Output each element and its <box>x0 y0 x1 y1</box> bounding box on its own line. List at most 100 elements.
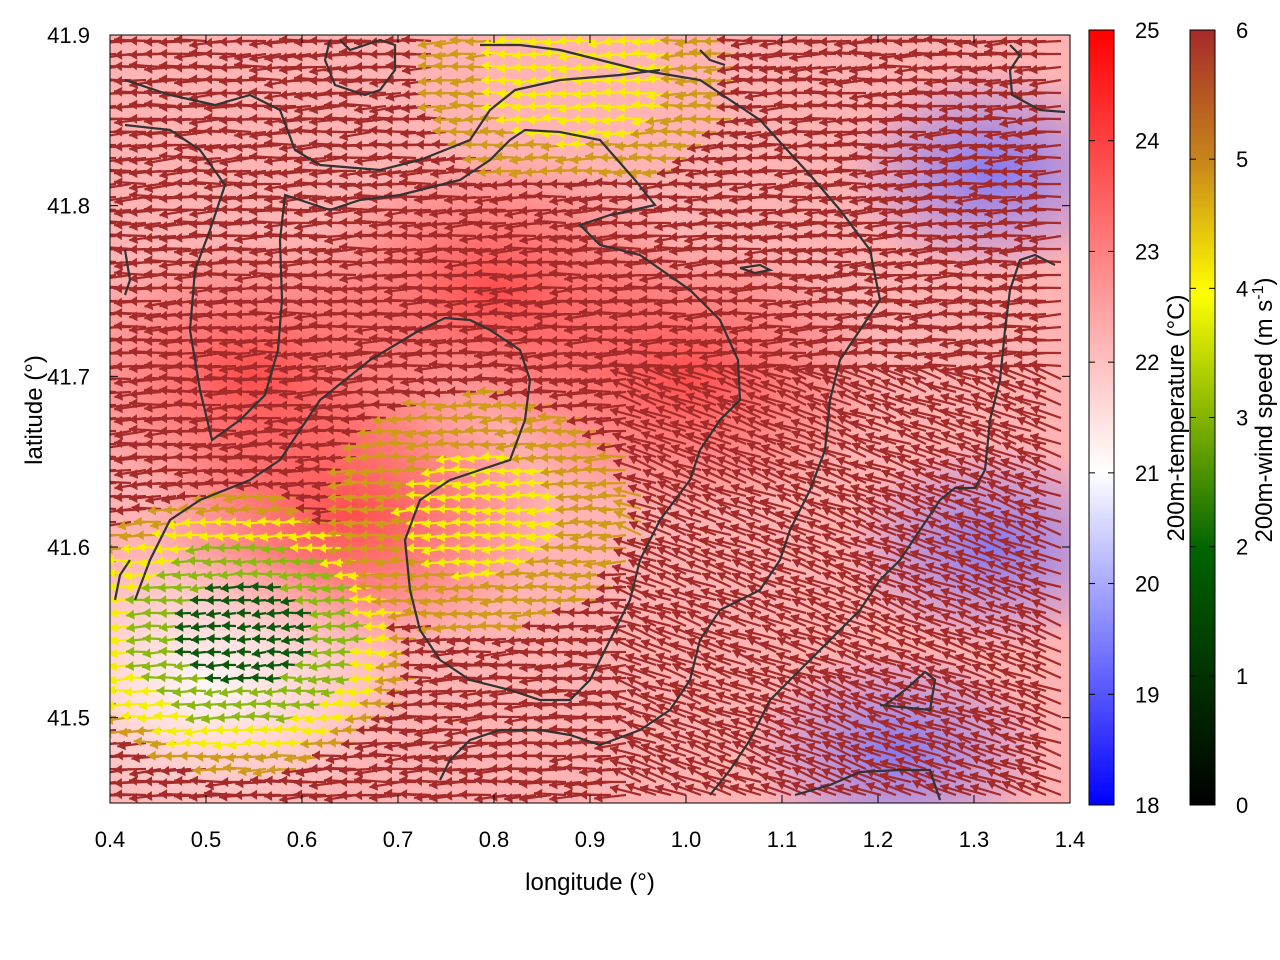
wind-vector-head <box>264 203 273 214</box>
wind-vector-head <box>84 339 93 349</box>
wind-vector-head <box>324 269 333 280</box>
wind-vector-head <box>309 179 317 190</box>
wind-vector-head <box>984 178 993 189</box>
wind-vector-head <box>429 270 437 280</box>
wind-vector-head <box>643 153 652 164</box>
wind-vector-head <box>159 325 168 336</box>
wind-vector-head <box>84 415 92 425</box>
wind-vector-head <box>594 360 603 371</box>
wind-vector-head <box>129 35 138 46</box>
wind-vector-head <box>354 61 362 72</box>
wind-vector-head <box>114 86 123 97</box>
wind-vector-head <box>759 151 768 162</box>
wind-vector-head <box>894 139 903 150</box>
wind-vector-head <box>84 167 92 177</box>
wind-vector-head <box>774 143 783 154</box>
wind-vector-head <box>144 166 153 177</box>
wind-vector-head <box>572 35 581 46</box>
wind-vector-head <box>354 347 363 357</box>
wind-vector-head <box>999 282 1008 292</box>
wind-vector-head <box>774 99 783 110</box>
wind-vector-head <box>234 152 242 163</box>
wind-vector-head <box>879 156 889 167</box>
wind-vector-head <box>864 195 873 206</box>
wind-vector-head <box>804 129 813 140</box>
wind-vector-head <box>939 165 948 176</box>
wind-vector-head <box>234 351 244 362</box>
wind-vector-head <box>1014 273 1023 284</box>
wind-vector-head <box>189 165 198 176</box>
wind-vector-head <box>84 503 92 513</box>
wind-vector-head <box>609 272 618 283</box>
wind-vector-head <box>744 248 754 258</box>
wind-vector-head <box>309 232 318 243</box>
wind-vector-head <box>446 153 456 164</box>
wind-vector-head <box>759 88 768 99</box>
wind-vector-head <box>294 271 303 282</box>
wind-vector-head <box>431 155 440 166</box>
wind-vector-head <box>564 258 573 269</box>
wind-vector-head <box>774 75 783 86</box>
wind-vector-head <box>744 102 753 113</box>
wind-vector-head <box>834 313 844 323</box>
wind-vector-head <box>249 268 258 279</box>
wind-vector-head <box>613 168 623 178</box>
wind-vector-head <box>219 285 228 296</box>
wind-vector-head <box>789 283 798 294</box>
wind-vector-head <box>474 204 483 215</box>
wind-vector-head <box>474 333 483 344</box>
wind-vector-head <box>384 209 394 219</box>
wind-vector-head <box>114 320 123 331</box>
wind-vector-head <box>984 130 993 141</box>
wind-vector-head <box>414 309 423 320</box>
wind-vector-head <box>324 256 333 267</box>
wind-vector-head <box>624 308 633 319</box>
wind-vector-head <box>504 325 513 336</box>
wind-vector-head <box>339 89 348 100</box>
wind-vector-head <box>324 141 333 151</box>
wind-vector-head <box>714 242 723 253</box>
wind-vector-head <box>669 324 678 335</box>
wind-vector-head <box>1029 234 1039 245</box>
wind-vector-head <box>999 36 1007 47</box>
wind-vector-head <box>804 350 813 361</box>
wind-vector-head <box>654 335 662 345</box>
wind-vector-head <box>339 217 348 228</box>
wind-vector-head <box>1029 49 1037 59</box>
wind-vector-head <box>114 35 123 45</box>
wind-vector-head <box>669 178 678 189</box>
wind-vector-head <box>684 220 693 230</box>
wind-vector-head <box>730 62 739 73</box>
wind-vector-head <box>689 62 698 73</box>
wind-vector-head <box>804 63 813 74</box>
wind-vector-head <box>234 88 242 99</box>
wind-vector-head <box>159 243 168 254</box>
wind-vector-head <box>1029 169 1039 180</box>
wind-vector-head <box>159 37 168 48</box>
wind-vector-head <box>540 141 550 152</box>
wind-vector-head <box>354 116 363 127</box>
wind-vector-head <box>369 322 378 333</box>
wind-vector-head <box>449 89 458 100</box>
wind-vector-head <box>84 103 92 113</box>
wind-vector-head <box>894 89 903 100</box>
wind-vector-head <box>448 126 457 137</box>
wind-vector-head <box>511 102 521 113</box>
wind-vector-head <box>774 87 783 98</box>
wind-vector-head <box>219 76 228 87</box>
wind-vector-head <box>688 36 697 47</box>
wind-vector-head <box>654 282 663 293</box>
wind-vector-head <box>339 273 349 284</box>
wind-vector-head <box>549 206 558 217</box>
wind-vector <box>110 182 117 186</box>
wind-vector-head <box>631 75 640 86</box>
wind-vector-head <box>339 35 348 46</box>
wind-vector-head <box>909 313 919 323</box>
wind-vector-head <box>864 50 873 61</box>
wind-vector-head <box>294 362 303 373</box>
wind-vector-head <box>924 64 933 75</box>
wind-vector-head <box>189 177 198 188</box>
wind-vector-head <box>219 115 228 126</box>
wind-vector-head <box>159 337 168 348</box>
wind-vector-head <box>774 325 783 336</box>
